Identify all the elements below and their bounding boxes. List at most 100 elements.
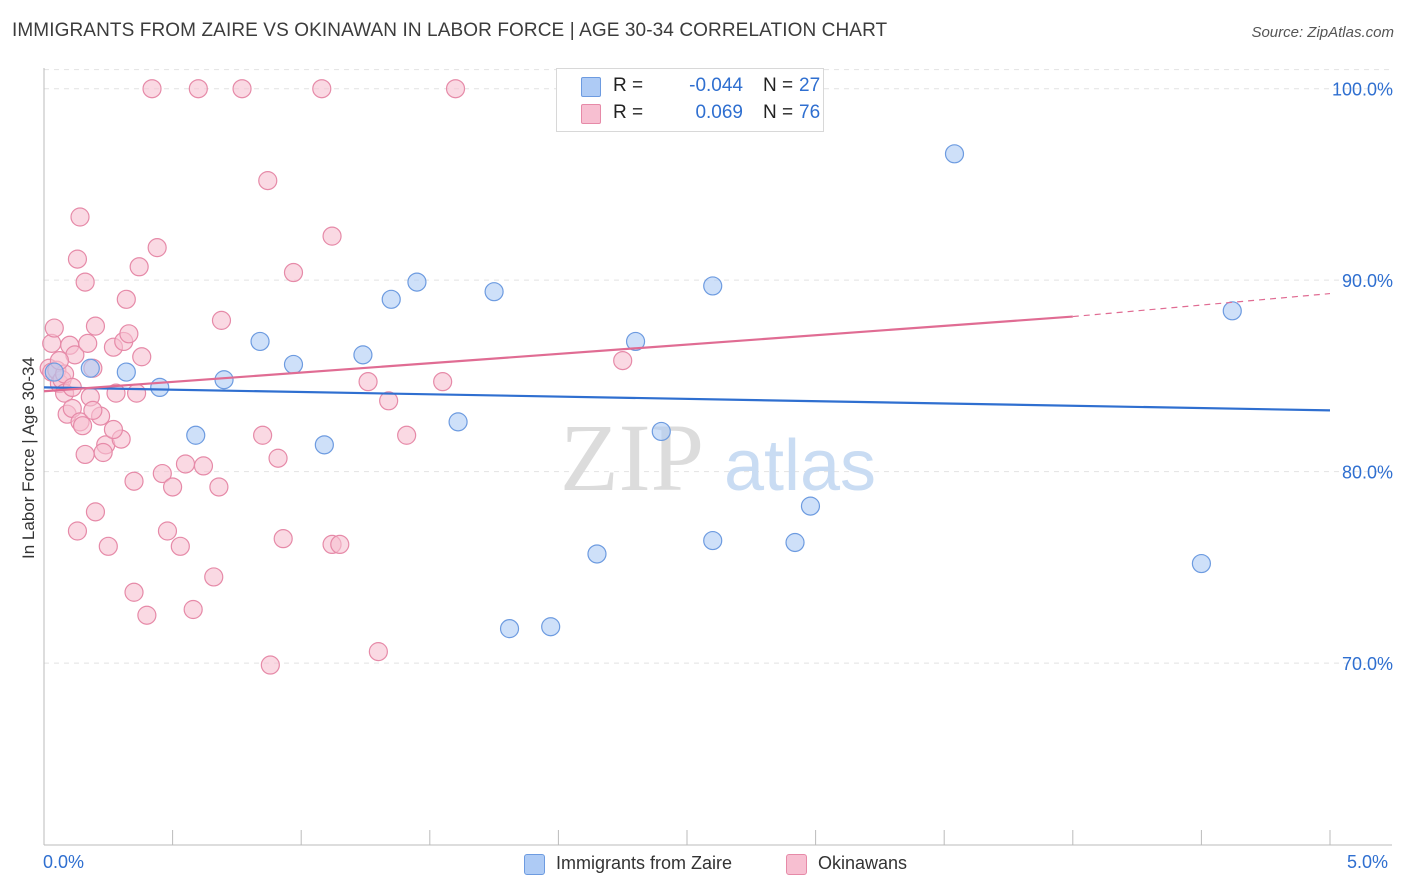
zaire-point <box>116 362 136 382</box>
okinawan-point <box>93 442 113 463</box>
zaire-points <box>44 79 1242 639</box>
okinawan-point <box>98 536 118 556</box>
trend-lines <box>43 292 1331 412</box>
legend-label-zaire: Immigrants from Zaire <box>556 853 733 873</box>
okinawan-point <box>157 521 178 541</box>
legend-label-okinawan: Okinawans <box>818 853 908 873</box>
zaire-point <box>407 272 427 292</box>
zaire-point <box>587 544 607 564</box>
okinawan-point <box>75 444 95 465</box>
zaire-point <box>1222 301 1242 321</box>
chart-title: IMMIGRANTS FROM ZAIRE VS OKINAWAN IN LAB… <box>12 20 888 41</box>
okinawan-point <box>85 316 106 336</box>
okinawan-point <box>330 534 350 555</box>
okinawan-point <box>78 333 98 353</box>
okinawan-point <box>188 79 208 99</box>
zaire-point <box>250 331 270 352</box>
okinawan-point <box>322 226 342 246</box>
okinawan-point <box>129 257 149 277</box>
okinawan-point <box>358 372 378 392</box>
okinawan-point <box>183 599 203 620</box>
watermark: ZIP atlas <box>560 404 876 511</box>
zaire-point <box>314 435 334 455</box>
zaire-point <box>353 345 373 365</box>
zaire-point <box>381 289 401 309</box>
okinawan-point <box>75 272 95 292</box>
okinawan-point <box>116 289 136 309</box>
legend-swatch-okinawan <box>786 854 807 875</box>
okinawan-point <box>67 249 88 269</box>
legend-r-value: -0.044 <box>689 75 743 96</box>
okinawan-point <box>283 262 304 283</box>
zaire-point <box>80 358 100 378</box>
okinawan-point <box>170 536 190 556</box>
okinawan-trend-line <box>43 315 1073 393</box>
zaire-point <box>448 412 468 432</box>
y-tick-label: 80.0% <box>1342 463 1393 483</box>
zaire-point <box>484 282 504 302</box>
zaire-point <box>499 619 520 639</box>
okinawan-point <box>137 605 157 625</box>
zaire-point <box>541 617 561 637</box>
okinawan-point <box>72 416 93 436</box>
okinawan-point <box>70 207 90 227</box>
okinawan-point <box>613 350 633 371</box>
watermark-atlas: atlas <box>724 426 876 506</box>
okinawan-point <box>163 477 183 497</box>
zaire-point <box>785 532 805 553</box>
zaire-point <box>703 276 723 296</box>
y-tick-label: 70.0% <box>1342 654 1393 674</box>
zaire-point <box>150 377 170 398</box>
x-tick-label-min: 0.0% <box>43 852 85 872</box>
okinawan-point <box>445 79 466 99</box>
y-tick-label: 90.0% <box>1342 271 1393 291</box>
okinawan-point <box>67 521 88 541</box>
okinawan-point <box>379 391 399 411</box>
okinawan-point <box>142 79 162 99</box>
legend-n-value: 27 <box>799 75 821 96</box>
okinawan-trend-extension <box>1072 292 1331 318</box>
watermark-zip: ZIP <box>560 404 704 511</box>
okinawan-point <box>119 324 139 344</box>
okinawan-point <box>211 310 232 330</box>
legend-r-label: R = <box>613 75 644 96</box>
okinawan-point <box>124 582 144 602</box>
legend-n-value: 76 <box>799 102 821 123</box>
x-tick-label-max: 5.0% <box>1347 852 1389 872</box>
okinawan-point <box>312 79 332 99</box>
legend-r-label: R = <box>613 102 644 123</box>
zaire-point <box>651 421 671 442</box>
correlation-legend: R = -0.044 N = 27 R = 0.069 N = 76 <box>556 68 824 132</box>
y-tick-labels: 70.0% 80.0% 90.0% 100.0% <box>1332 80 1393 674</box>
okinawan-point <box>260 655 280 675</box>
zaire-trend-line <box>43 386 1331 412</box>
zaire-point <box>214 370 234 390</box>
zaire-point <box>283 354 304 375</box>
okinawan-point <box>273 529 293 549</box>
zaire-point <box>703 530 723 551</box>
okinawan-point <box>103 419 124 440</box>
okinawan-point <box>204 567 224 587</box>
grid-lines <box>44 69 1392 664</box>
okinawan-point <box>126 383 147 403</box>
okinawan-point <box>253 425 273 445</box>
okinawan-point <box>132 347 152 367</box>
okinawan-point <box>209 477 229 497</box>
legend-r-value: 0.069 <box>695 102 743 123</box>
y-tick-label: 100.0% <box>1332 80 1393 100</box>
okinawan-point <box>44 318 64 338</box>
okinawan-point <box>368 642 388 662</box>
zaire-point <box>944 144 965 164</box>
zaire-point <box>1191 553 1212 574</box>
okinawan-point <box>258 171 278 191</box>
legend-swatch-okinawan <box>581 104 601 124</box>
okinawan-point <box>397 425 417 445</box>
zaire-point <box>625 331 646 352</box>
zaire-point <box>800 496 821 516</box>
okinawan-point <box>268 448 288 468</box>
okinawan-point <box>124 471 144 491</box>
legend-n-label: N = <box>763 102 794 123</box>
okinawan-point <box>85 502 106 522</box>
axes <box>43 68 1392 846</box>
